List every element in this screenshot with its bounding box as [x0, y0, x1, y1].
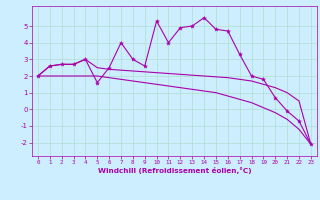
X-axis label: Windchill (Refroidissement éolien,°C): Windchill (Refroidissement éolien,°C) — [98, 167, 251, 174]
